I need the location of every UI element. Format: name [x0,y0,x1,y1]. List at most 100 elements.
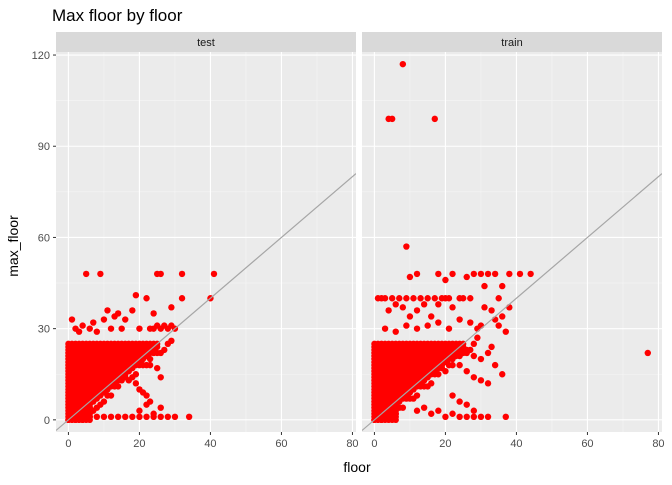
data-point [75,328,83,335]
data-point [132,292,140,299]
data-point [385,307,392,314]
data-point [459,295,467,302]
data-point [488,307,495,314]
x-tick-label: 80 [652,438,664,450]
data-point [143,295,150,302]
data-point [467,295,474,302]
x-tick-label: 20 [439,438,451,450]
data-point [442,368,449,375]
data-point [161,322,168,329]
facet-strip-label: test [197,37,215,49]
data-point [79,413,86,420]
data-point [474,334,481,341]
data-point [491,270,499,278]
data-point [210,270,218,278]
panel-train: train 0 20 40 60 80 [362,32,665,450]
data-point [442,349,449,357]
data-point [157,404,164,411]
data-point [445,325,453,332]
data-point [470,352,478,360]
data-point [428,380,435,387]
data-point [150,413,157,420]
data-point [178,295,186,302]
data-point [428,313,435,320]
data-point [388,115,396,123]
data-point [403,322,410,329]
data-point [481,304,488,311]
data-point [420,301,428,308]
data-point [435,407,442,414]
data-point [442,276,449,284]
data-point [424,295,431,302]
y-tick-label: 0 [44,415,50,427]
data-point [100,413,108,420]
data-point [484,413,492,420]
data-point [413,270,421,278]
data-point [445,295,453,302]
data-point [157,374,164,381]
data-point [477,413,485,420]
data-point [153,364,161,372]
data-point [104,307,111,314]
y-axis-label: max_floor [5,215,21,277]
data-point [100,398,108,405]
data-point [449,355,456,363]
data-point [456,413,463,420]
data-point [392,410,399,417]
data-point [171,413,179,420]
x-tick-label: 40 [510,438,522,450]
data-point [413,407,421,414]
data-point [168,304,175,311]
data-point [435,319,442,326]
data-point [456,316,463,323]
data-point [146,361,154,369]
data-point [136,407,143,414]
data-point [150,310,157,317]
data-point [136,413,143,420]
data-point [463,401,470,408]
data-point [428,410,435,417]
data-point [143,392,150,399]
data-point [477,377,485,384]
y-tick-label: 30 [38,324,50,336]
x-tick-label: 20 [133,438,145,450]
data-point [449,361,456,369]
x-tick-label: 0 [65,438,71,450]
data-point [107,392,115,399]
x-tick-label: 60 [581,438,593,450]
data-point [72,413,79,420]
data-point [484,380,492,387]
data-point [114,383,122,390]
facet-strip [362,32,662,52]
data-point [456,361,463,369]
data-point [470,374,478,381]
panels-layer: test 0 20 40 60 80 0 30 60 90 120 train 0 20 40 60 80 [32,32,665,450]
data-point [82,270,90,278]
data-point [470,407,478,414]
data-point [491,316,499,323]
data-point [413,307,421,314]
data-point [442,413,449,420]
data-point [477,322,485,329]
data-point [481,282,488,290]
data-point [499,282,506,290]
data-point [399,60,407,68]
data-point [463,368,470,375]
data-point [143,413,150,420]
facet-strip [56,32,356,52]
data-point [449,304,456,311]
x-tick-label: 60 [275,438,287,450]
data-point [114,413,122,420]
data-point [431,115,438,123]
data-point [392,328,399,335]
data-point [136,325,143,332]
data-point [644,349,651,357]
facet-strip-label: train [501,37,522,49]
data-point [449,392,456,399]
data-point [484,270,492,278]
data-point [143,352,150,360]
y-tick-label: 60 [38,232,50,244]
data-point [449,270,456,278]
y-tick-label: 120 [32,50,50,62]
